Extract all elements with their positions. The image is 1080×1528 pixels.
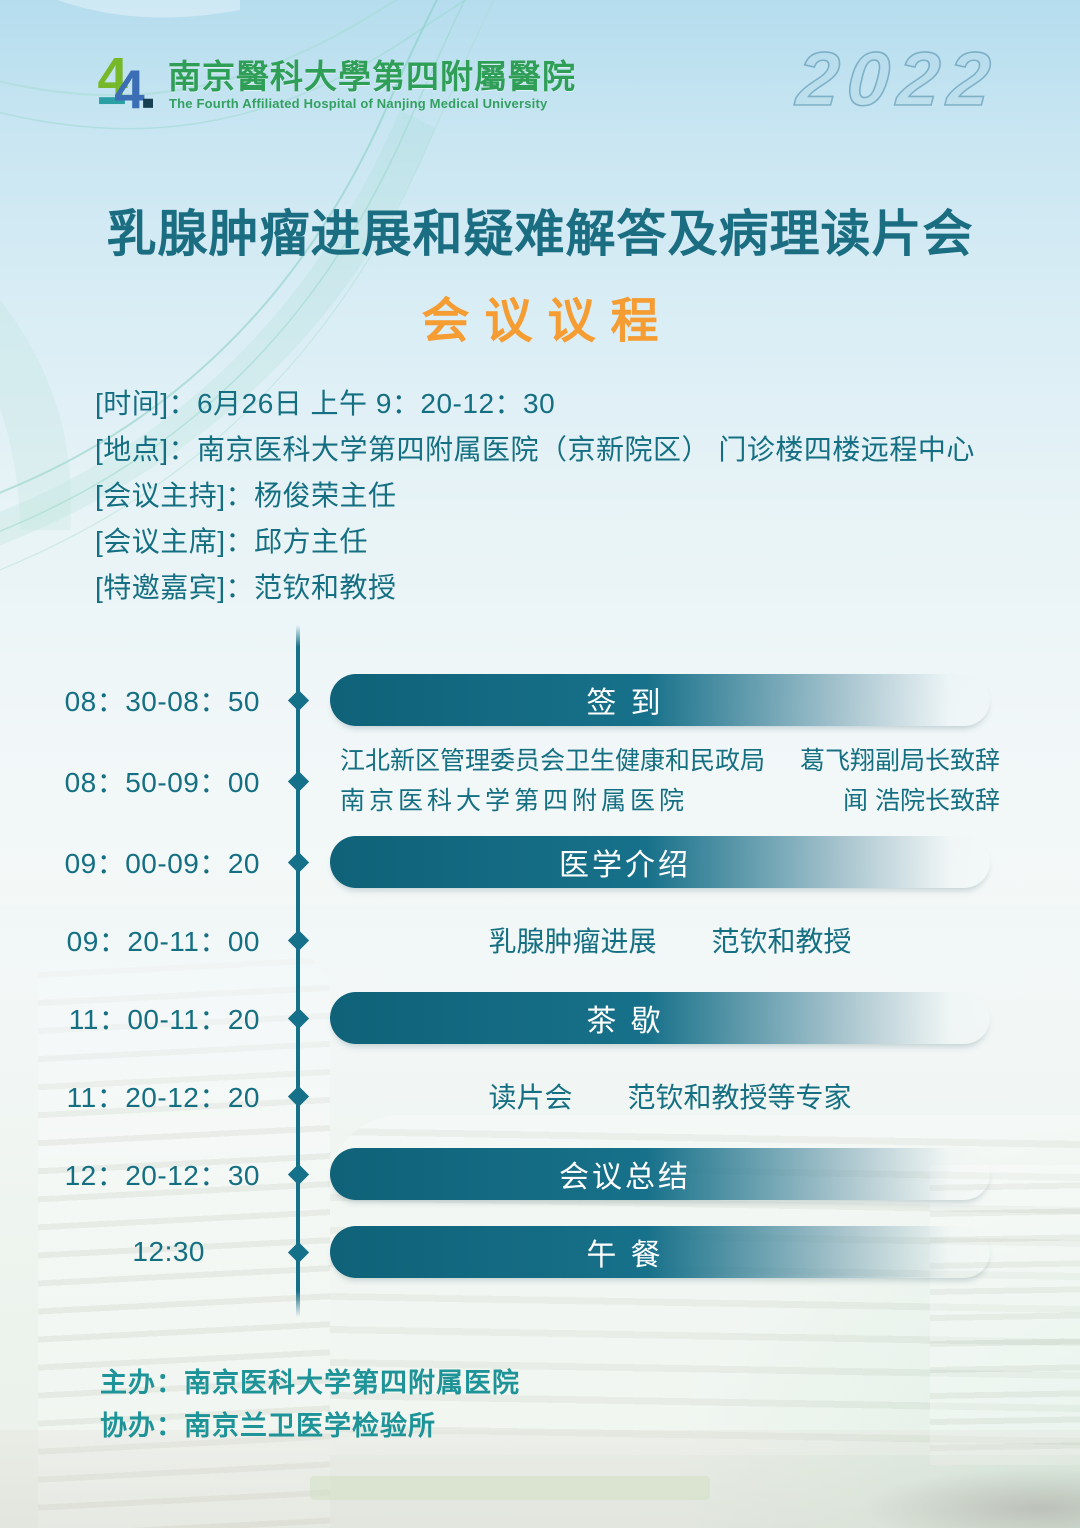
- agenda-time: 11：00-11：20: [68, 1004, 260, 1035]
- timeline-diamond-icon: [272, 1163, 324, 1185]
- timeline-diamond-icon: [272, 1085, 324, 1107]
- page-subtitle: 会议议程: [421, 295, 674, 348]
- info-line-chair: [会议主席]：邱方主任: [95, 526, 369, 557]
- building-grass-strip: [310, 1476, 710, 1500]
- hospital-logo-44-icon: 4 4: [98, 46, 153, 120]
- agenda-pill-label: 会议总结: [559, 1161, 691, 1194]
- hospital-name-en: The Fourth Affiliated Hospital of Nanjin…: [169, 96, 548, 111]
- timeline-diamond-icon: [272, 1007, 324, 1029]
- agenda-pill: 签 到: [330, 674, 990, 726]
- info-line-host: [会议主持]：杨俊荣主任: [95, 480, 397, 511]
- organizers: 主办：南京医科大学第四附属医院 协办：南京兰卫医学检验所: [100, 1362, 520, 1448]
- agenda-time: 08：50-09：00: [64, 767, 260, 798]
- agenda-pill-label: 医学介绍: [559, 849, 691, 882]
- info-line-time: [时间]：6月26日 上午 9：20-12：30: [95, 388, 556, 419]
- agenda-text-right: 闻 浩院长致辞: [843, 787, 1000, 815]
- svg-text:4: 4: [114, 58, 145, 120]
- agenda-time: 12:30: [132, 1236, 205, 1267]
- building-car-blur: [860, 1468, 1080, 1528]
- organizer-host: 主办：南京医科大学第四附属医院: [100, 1368, 520, 1398]
- agenda-pill: 午 餐: [330, 1226, 990, 1278]
- agenda-time: 09：20-11：00: [66, 926, 260, 957]
- svg-text:4: 4: [98, 46, 129, 108]
- agenda-time: 12：20-12：30: [64, 1160, 260, 1191]
- agenda-row-intro: 09：00-09：20 医学介绍: [0, 823, 1080, 901]
- info-line-guest: [特邀嘉宾]：范钦和教授: [95, 572, 397, 603]
- agenda-text-left: 江北新区管理委员会卫生健康和民政局: [340, 747, 766, 775]
- timeline-diamond-icon: [272, 929, 324, 951]
- agenda-row-signin: 08：30-08：50 签 到: [0, 661, 1080, 739]
- agenda-text-left: 南京医科大学第四附属医院: [340, 787, 689, 815]
- agenda-row-slides: 11：20-12：20 读片会 范钦和教授等专家: [0, 1057, 1080, 1135]
- agenda-text-left: 乳腺肿瘤进展: [488, 926, 657, 957]
- agenda-text-right: 葛飞翔副局长致辞: [799, 747, 1000, 775]
- agenda-row-lunch: 12:30 午 餐: [0, 1213, 1080, 1291]
- agenda-row-summary: 12：20-12：30 会议总结: [0, 1135, 1080, 1213]
- agenda-pill: 会议总结: [330, 1148, 990, 1200]
- agenda-pill-label: 签 到: [586, 687, 664, 720]
- agenda-pill: 医学介绍: [330, 836, 990, 888]
- agenda-pill: 茶 歇: [330, 992, 990, 1044]
- organizer-cohost: 协办：南京兰卫医学检验所: [100, 1411, 436, 1441]
- timeline-line: [296, 625, 300, 1317]
- timeline-diamond-icon: [272, 1241, 324, 1263]
- hospital-name-cn: 南京醫科大學第四附屬醫院: [168, 60, 576, 96]
- agenda-text-right: 范钦和教授: [711, 926, 852, 957]
- timeline-diamond-icon: [272, 689, 324, 711]
- agenda-text-left: 读片会: [488, 1082, 573, 1113]
- agenda-time: 08：30-08：50: [64, 686, 260, 717]
- info-line-location: [地点]：南京医科大学第四附属医院（京新院区） 门诊楼四楼远程中心: [95, 434, 975, 465]
- year-badge: 2022: [793, 36, 1002, 123]
- agenda-row-speeches: 08：50-09：00 江北新区管理委员会卫生健康和民政局 葛飞翔副局长致辞 南…: [0, 739, 1080, 823]
- agenda-pill-label: 午 餐: [586, 1239, 664, 1272]
- building-tower-right: [930, 1165, 1080, 1465]
- page-title: 乳腺肿瘤进展和疑难解答及病理读片会: [106, 206, 974, 262]
- agenda-time: 09：00-09：20: [64, 848, 260, 879]
- agenda-text-right: 范钦和教授等专家: [627, 1082, 852, 1113]
- agenda-row-lecture: 09：20-11：00 乳腺肿瘤进展 范钦和教授: [0, 901, 1080, 979]
- timeline-diamond-icon: [272, 770, 324, 792]
- timeline-diamond-icon: [272, 851, 324, 873]
- agenda-time: 11：20-12：20: [66, 1082, 260, 1113]
- agenda-row-teabreak: 11：00-11：20 茶 歇: [0, 979, 1080, 1057]
- background-swirls: [0, 0, 495, 571]
- agenda-pill-label: 茶 歇: [586, 1005, 664, 1038]
- meeting-info: [时间]：6月26日 上午 9：20-12：30 [地点]：南京医科大学第四附属…: [95, 381, 975, 611]
- agenda-timeline: 08：30-08：50 签 到 08：50-09：00 江北新区管理委员会卫生健…: [0, 625, 1080, 1317]
